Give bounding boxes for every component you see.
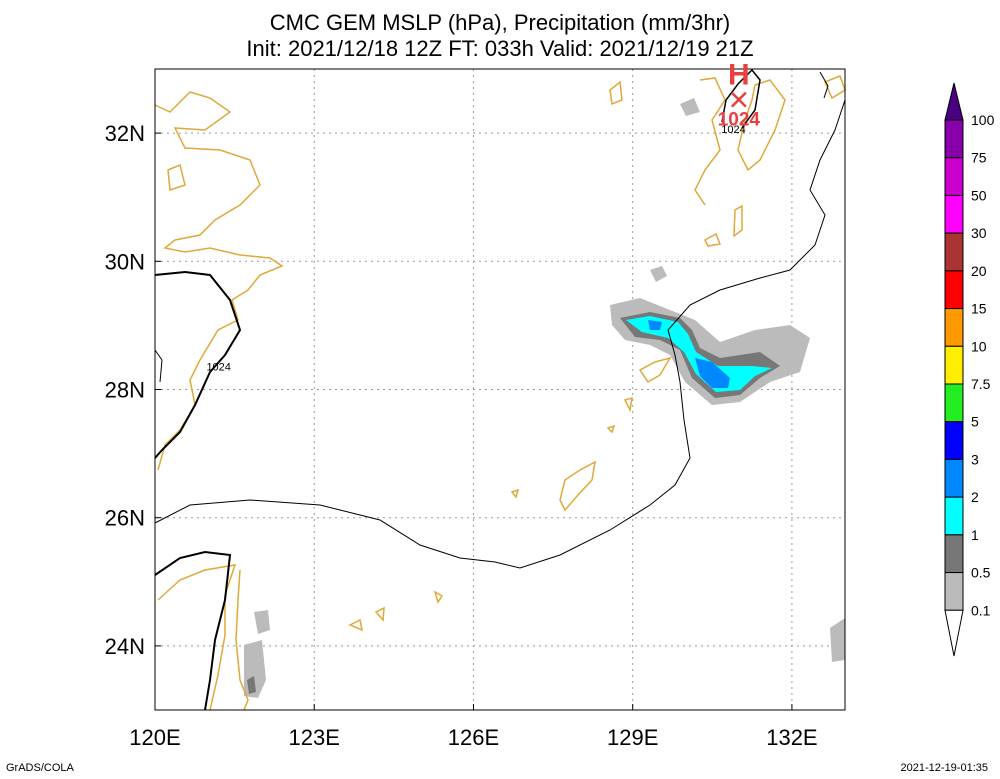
colorbar-segment [944,157,964,196]
precip-patch-2b [695,358,730,388]
colorbar-label: 2 [971,489,979,505]
y-tick-label: 24N [105,634,145,659]
high-pressure-symbol: H [728,59,750,92]
colorbar: 100 75 50 30 20 15 10 7.5 5 3 2 1 0.5 0.1 [944,82,995,657]
chart-subtitle: Init: 2021/12/18 12Z FT: 033h Valid: 202… [246,36,754,61]
x-tick-label: 129E [607,725,658,750]
colorbar-label: 20 [971,263,987,279]
footer-timestamp: 2021-12-19-01:35 [900,762,988,774]
colorbar-label: 0.1 [971,602,991,618]
colorbar-segment [944,232,964,272]
chart-title: CMC GEM MSLP (hPa), Precipitation (mm/3h… [269,10,731,35]
colorbar-label: 15 [971,301,987,317]
colorbar-segment [944,534,964,574]
colorbar-segment [944,345,964,385]
x-axis: 120E 123E 126E 129E 132E [129,704,818,750]
precip-patch-small-3 [254,610,270,634]
colorbar-segment [944,421,964,460]
precip-patch-small-6 [830,618,845,662]
precip-patch-1 [626,316,772,392]
footer-credit: GrADS/COLA [6,762,74,774]
x-tick-label: 126E [448,725,499,750]
colorbar-label: 50 [971,187,987,203]
colorbar-segment [944,458,964,498]
isobar-labels: 1024 1024 [206,124,745,373]
colorbar-segment [944,270,964,310]
precip-patch-small-2 [680,98,700,116]
x-tick-label: 123E [289,725,340,750]
colorbar-label: 100 [971,112,995,128]
precip-patch-small-1 [650,266,667,282]
x-tick-label: 132E [766,725,817,750]
colorbar-segment [944,194,964,234]
y-tick-label: 32N [105,121,145,146]
colorbar-segment [944,496,964,536]
colorbar-label: 10 [971,338,987,354]
colorbar-label: 30 [971,225,987,241]
precip-patch-small-5 [247,676,256,694]
colorbar-segment [944,572,964,611]
colorbar-label: 3 [971,451,979,467]
colorbar-segment [944,383,964,423]
pressure-centers: H 1024 [718,59,761,131]
colorbar-top-triangle [944,82,964,121]
colorbar-label: 75 [971,150,987,166]
y-tick-label: 28N [105,378,145,403]
colorbar-label: 1 [971,527,979,543]
colorbar-label: 0.5 [971,565,991,581]
isobar-label: 1024 [721,124,745,136]
high-pressure-cross [730,91,747,108]
precip-patch-2 [648,320,662,330]
coastlines [154,75,846,711]
y-tick-label: 26N [105,506,145,531]
colorbar-label: 5 [971,414,979,430]
colorbar-segment [944,308,964,347]
isobar-label: 1024 [206,361,230,373]
colorbar-label: 7.5 [971,376,991,392]
colorbar-bottom-triangle [944,609,964,657]
isobars [154,68,846,711]
high-pressure-value: 1024 [718,110,761,131]
x-tick-label: 120E [129,725,180,750]
colorbar-segment [944,119,964,159]
y-tick-label: 30N [105,249,145,274]
precipitation-areas [244,98,845,698]
y-axis: 24N 26N 28N 30N 32N [105,121,161,659]
